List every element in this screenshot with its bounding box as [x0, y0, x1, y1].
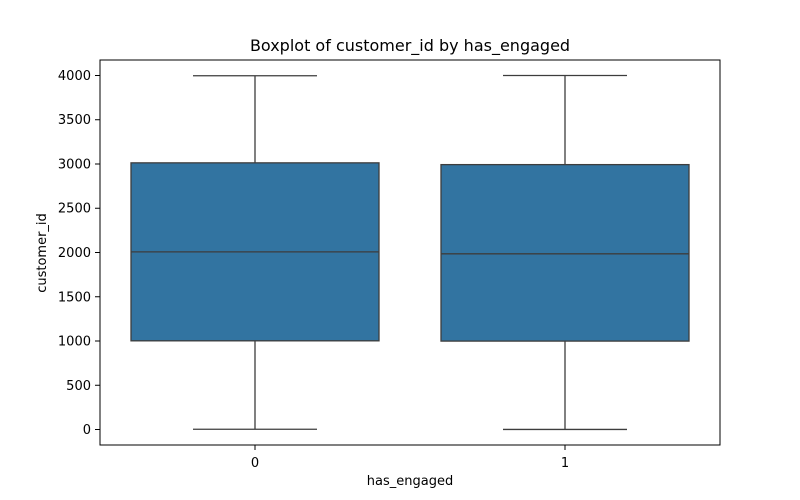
y-tick-label: 500: [66, 379, 91, 394]
plot-area: 0 500 1000 1500 2000 2500 3000 3500 4000 0 1: [58, 59, 721, 471]
box-1: [440, 163, 690, 342]
y-tick-label: 2500: [58, 202, 91, 217]
y-tick-label: 0: [83, 423, 91, 438]
y-tick-label: 1500: [58, 290, 91, 305]
x-axis-label: has_engaged: [367, 474, 453, 489]
y-tick-label: 3500: [58, 113, 91, 128]
chart-title: Boxplot of customer_id by has_engaged: [250, 36, 570, 56]
y-tick-label: 1000: [58, 335, 91, 350]
y-axis-label: customer_id: [35, 213, 50, 293]
y-tick-label: 4000: [58, 69, 91, 84]
y-tick-label: 2000: [58, 246, 91, 261]
x-tick-label: 1: [561, 456, 569, 471]
x-tick-label: 0: [251, 456, 259, 471]
y-tick-label: 3000: [58, 157, 91, 172]
